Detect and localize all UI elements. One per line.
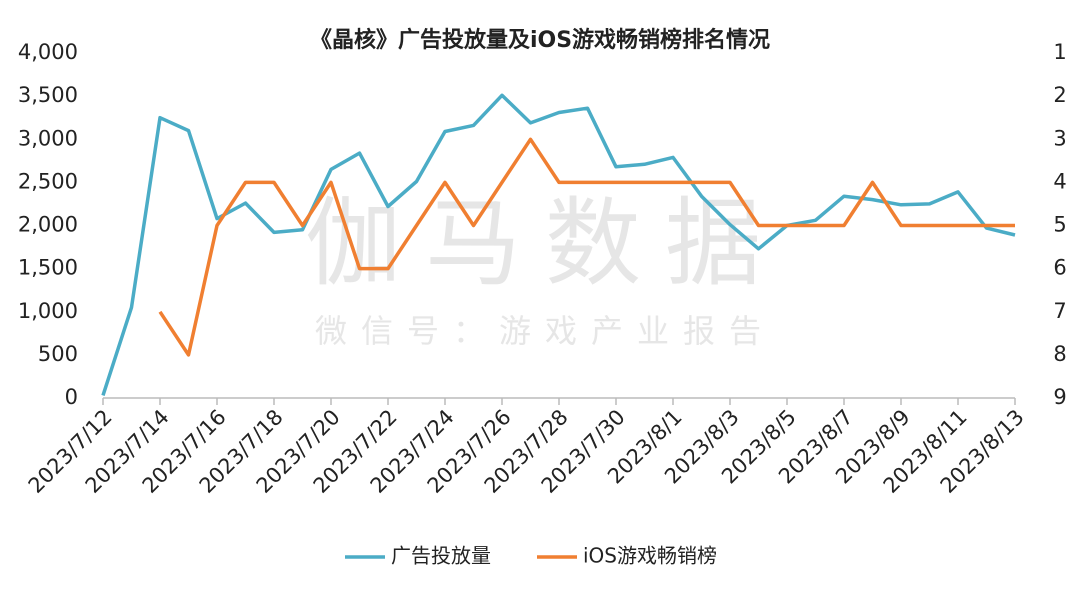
- y-tick-label: 3,000: [18, 126, 78, 150]
- y-tick-label: 1,500: [18, 256, 78, 280]
- y-tick-label: 3,500: [18, 83, 78, 107]
- y2-tick-label: 2: [1053, 83, 1066, 107]
- y-tick-label: 500: [38, 342, 78, 366]
- y2-tick-label: 3: [1053, 126, 1066, 150]
- y2-tick-label: 9: [1053, 385, 1066, 409]
- chart-title: 《晶核》广告投放量及iOS游戏畅销榜排名情况: [310, 27, 770, 53]
- legend-label: 广告投放量: [391, 544, 491, 568]
- y2-tick-label: 7: [1053, 299, 1066, 323]
- y2-tick-label: 5: [1053, 213, 1066, 237]
- series-line: [158, 137, 1015, 357]
- watermark-subtitle: 微信号：游戏产业报告: [315, 312, 775, 350]
- y2-tick-label: 6: [1053, 256, 1066, 280]
- legend-label: iOS游戏畅销榜: [583, 544, 717, 568]
- y-tick-label: 2,500: [18, 169, 78, 193]
- y2-tick-label: 4: [1053, 169, 1066, 193]
- y2-tick-label: 1: [1053, 40, 1066, 64]
- y-tick-label: 4,000: [18, 40, 78, 64]
- y-tick-label: 1,000: [18, 299, 78, 323]
- y-tick-label: 0: [65, 385, 78, 409]
- watermark: 伽马数据: [305, 187, 785, 299]
- y2-tick-label: 8: [1053, 342, 1066, 366]
- y-tick-label: 2,000: [18, 213, 78, 237]
